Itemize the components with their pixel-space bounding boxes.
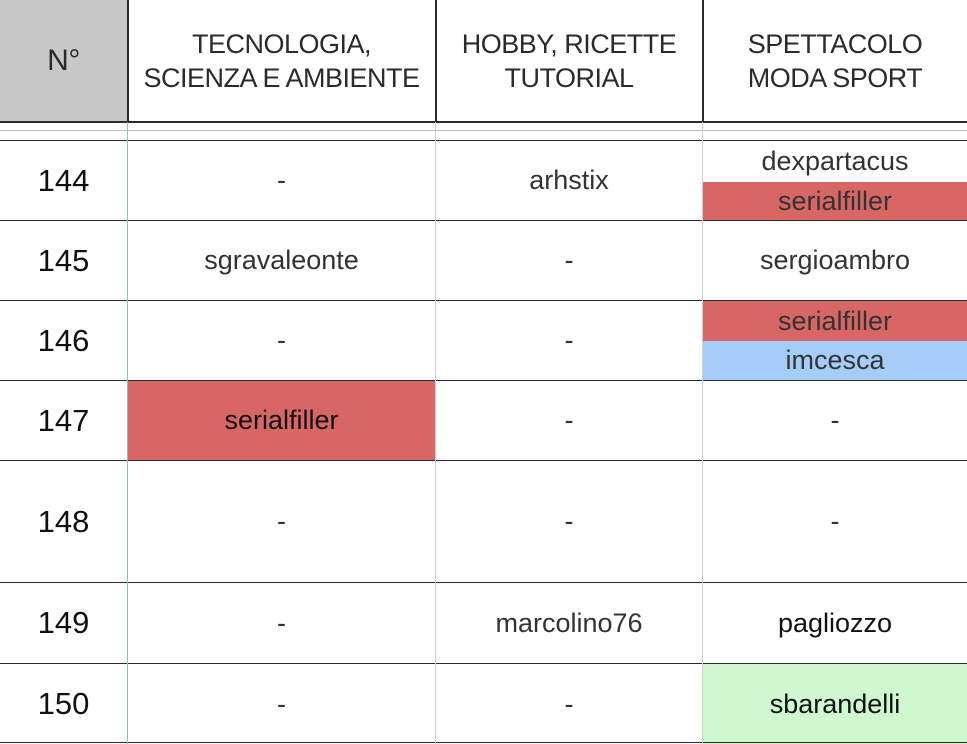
table-cell[interactable]: sgravaleonte xyxy=(128,221,435,300)
cell-text: - xyxy=(277,607,286,638)
cell-text: dexpartacus xyxy=(761,146,909,176)
row-number-label: 149 xyxy=(37,605,90,640)
row-border xyxy=(0,742,967,743)
table-cell[interactable]: serialfiller xyxy=(703,301,967,341)
row-number-label: 144 xyxy=(37,162,90,198)
row-number-146: 146 xyxy=(0,301,127,380)
cell-text: - xyxy=(277,165,286,195)
header-column-border xyxy=(127,0,129,122)
table-cell[interactable]: - xyxy=(703,461,967,582)
column-border xyxy=(435,122,436,744)
cell-text: marcolino76 xyxy=(495,607,643,638)
table-cell[interactable]: serialfiller xyxy=(703,182,967,220)
table-cell[interactable]: - xyxy=(436,381,702,460)
header-spettacolo-line1: SPETTACOLO xyxy=(747,29,923,59)
table-cell[interactable]: - xyxy=(436,221,702,300)
row-border xyxy=(0,300,967,301)
row-number-145: 145 xyxy=(0,221,127,300)
header-hobby-line2: TUTORIAL xyxy=(504,63,634,93)
header-hobby-line1: HOBBY, RICETTE xyxy=(461,29,677,59)
frozen-column-divider xyxy=(127,122,128,744)
cell-text: serialfiller xyxy=(224,405,339,435)
header-tecnologia-line2: SCIENZA E AMBIENTE xyxy=(143,63,420,93)
cell-text: serialfiller xyxy=(777,305,893,336)
cell-text: - xyxy=(564,325,574,355)
cell-text: - xyxy=(277,506,286,536)
cell-text: imcesca xyxy=(785,345,885,375)
table-cell[interactable]: imcesca xyxy=(703,341,967,380)
row-number-149: 149 xyxy=(0,583,127,663)
table-cell[interactable]: - xyxy=(128,141,435,220)
cell-text: - xyxy=(830,506,840,536)
frozen-row-line xyxy=(0,130,967,131)
row-border xyxy=(0,460,967,461)
row-number-label: 150 xyxy=(37,686,90,721)
header-tecnologia: TECNOLOGIA, SCIENZA E AMBIENTE xyxy=(128,0,435,122)
table-cell[interactable]: sbarandelli xyxy=(703,664,967,744)
row-number-150: 150 xyxy=(0,664,127,744)
table-cell[interactable]: - xyxy=(128,583,435,663)
row-border xyxy=(0,663,967,664)
header-tecnologia-line1: TECNOLOGIA, xyxy=(191,29,372,59)
cell-text: serialfiller xyxy=(777,185,893,216)
header-spettacolo-line2: MODA SPORT xyxy=(747,63,923,93)
column-border xyxy=(702,122,703,744)
header-bottom-border xyxy=(0,121,967,123)
cell-text: - xyxy=(564,405,574,435)
row-number-label: 148 xyxy=(37,503,90,539)
cell-text: pagliozzo xyxy=(777,607,893,638)
cell-text: - xyxy=(564,245,574,275)
row-number-label: 147 xyxy=(37,402,90,438)
cell-highlight-red xyxy=(703,301,967,341)
table-cell[interactable]: - xyxy=(703,381,967,460)
table-cell[interactable]: - xyxy=(436,461,702,582)
row-number-144: 144 xyxy=(0,141,127,220)
table-cell[interactable]: - xyxy=(128,461,435,582)
cell-text: arhstix xyxy=(529,165,609,195)
header-column-border xyxy=(702,0,704,122)
table-cell[interactable]: pagliozzo xyxy=(703,583,967,663)
cell-text: - xyxy=(564,506,574,536)
table-cell[interactable]: marcolino76 xyxy=(436,583,702,663)
row-border xyxy=(0,140,967,141)
cell-highlight-red xyxy=(703,182,967,220)
table-cell[interactable]: sergioambro xyxy=(703,221,967,300)
cell-text: - xyxy=(277,325,286,355)
table-cell[interactable]: arhstix xyxy=(436,141,702,220)
header-number-label: N° xyxy=(47,44,80,77)
cell-text: - xyxy=(564,688,574,719)
row-number-147: 147 xyxy=(0,381,127,460)
table-cell[interactable]: - xyxy=(436,301,702,380)
row-border xyxy=(0,380,967,381)
row-number-148: 148 xyxy=(0,461,127,582)
cell-text: - xyxy=(277,688,286,719)
header-spettacolo: SPETTACOLO MODA SPORT xyxy=(703,0,967,122)
cell-text: sergioambro xyxy=(759,245,911,275)
cell-highlight-blue xyxy=(703,341,967,380)
cell-text: - xyxy=(830,405,840,435)
cell-text: sbarandelli xyxy=(769,688,901,719)
table-cell[interactable]: serialfiller xyxy=(128,381,435,460)
header-number: N° xyxy=(0,0,127,122)
cell-highlight-green xyxy=(703,664,967,744)
table-cell[interactable]: - xyxy=(436,664,702,744)
row-border xyxy=(0,220,967,221)
table-cell[interactable]: dexpartacus xyxy=(703,141,967,182)
header-hobby: HOBBY, RICETTE TUTORIAL xyxy=(436,0,702,122)
table-cell[interactable]: - xyxy=(128,301,435,380)
row-number-label: 145 xyxy=(37,242,90,278)
cell-text: sgravaleonte xyxy=(204,245,359,275)
row-border xyxy=(0,582,967,583)
cell-highlight-red xyxy=(128,381,435,460)
table-cell[interactable]: - xyxy=(128,664,435,744)
header-column-border xyxy=(435,0,437,122)
row-number-label: 146 xyxy=(37,322,90,358)
